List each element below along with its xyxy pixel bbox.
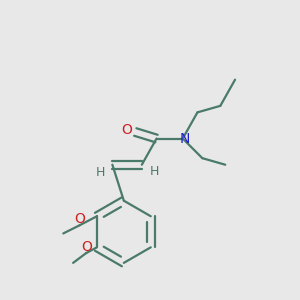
Text: O: O <box>74 212 85 226</box>
Text: H: H <box>150 165 159 178</box>
Text: N: N <box>179 131 190 146</box>
Text: O: O <box>81 240 92 254</box>
Text: O: O <box>122 123 133 137</box>
Text: H: H <box>95 167 105 179</box>
